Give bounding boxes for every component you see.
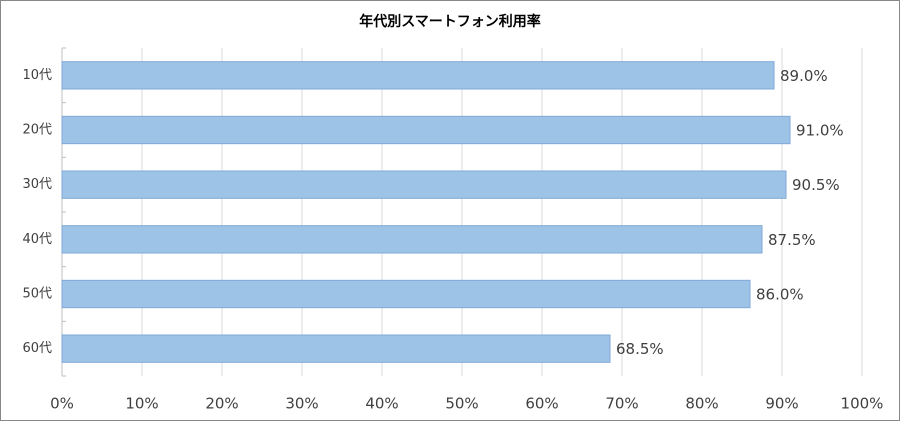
bar xyxy=(61,170,787,199)
value-label: 86.0% xyxy=(756,286,804,304)
x-tick-label: 20% xyxy=(205,395,238,413)
x-tick-label: 80% xyxy=(685,395,718,413)
value-label: 68.5% xyxy=(616,340,664,358)
y-tick-label: 20代 xyxy=(22,123,52,138)
x-tick-label: 90% xyxy=(765,395,798,413)
value-label: 87.5% xyxy=(768,231,816,249)
bar xyxy=(61,115,791,145)
value-label: 89.0% xyxy=(780,67,828,85)
value-label: 91.0% xyxy=(796,122,844,140)
bar xyxy=(61,334,611,363)
x-tick-label: 10% xyxy=(125,395,158,413)
bar xyxy=(61,225,763,254)
y-tick-label: 30代 xyxy=(22,177,52,192)
bar xyxy=(61,279,751,309)
x-tick-label: 50% xyxy=(445,395,478,413)
x-tick-label: 100% xyxy=(841,395,884,413)
x-tick-label: 40% xyxy=(365,395,398,413)
x-tick-label: 30% xyxy=(285,395,318,413)
x-tick-label: 70% xyxy=(605,395,638,413)
y-tick-label: 50代 xyxy=(22,287,52,302)
bar xyxy=(61,61,775,90)
value-label: 90.5% xyxy=(792,176,840,194)
y-tick-label: 10代 xyxy=(22,68,52,83)
y-tick-label: 60代 xyxy=(22,341,52,356)
y-tick-label: 40代 xyxy=(22,232,52,247)
x-tick-label: 0% xyxy=(50,395,74,413)
chart-title: 年代別スマートフォン利用率 xyxy=(359,13,541,30)
x-tick-label: 60% xyxy=(525,395,558,413)
